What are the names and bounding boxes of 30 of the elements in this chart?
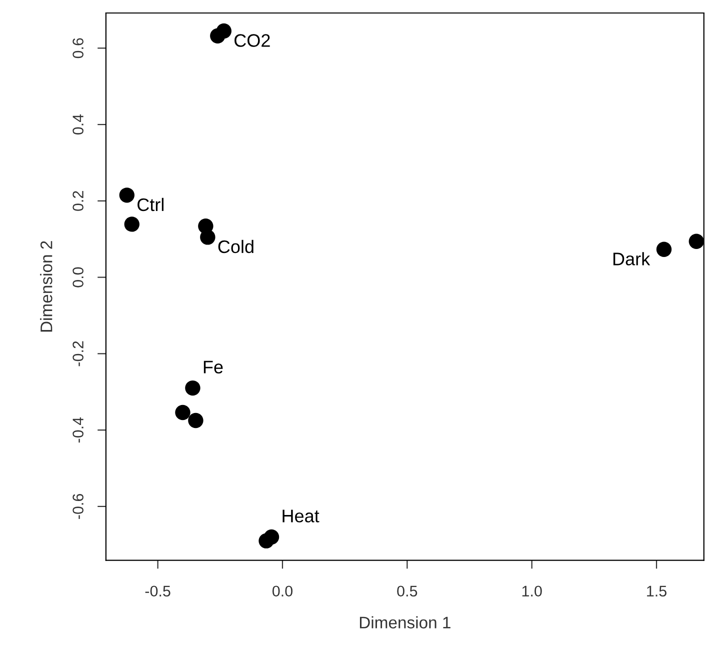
y-tick-label: -0.6 (72, 494, 84, 519)
x-axis-title: Dimension 1 (360, 616, 450, 628)
point (216, 23, 232, 39)
annotation: Fe (204, 360, 223, 374)
point (175, 404, 190, 420)
y-tick-label: -0.4 (72, 417, 84, 443)
x-tick-label: 0.0 (272, 586, 293, 597)
annotation: Heat (282, 510, 320, 522)
point (188, 412, 204, 428)
annotation: CO2 (234, 34, 270, 47)
point (185, 380, 200, 396)
point (688, 234, 704, 249)
point (119, 188, 134, 203)
y-tick-label: 0.0 (72, 267, 84, 288)
x-tick-label: 0.5 (397, 586, 418, 597)
y-axis-title: Dimension 2 (40, 241, 52, 332)
point (656, 242, 672, 258)
annotation: Ctrl (138, 198, 164, 212)
annotation: Cold (218, 240, 254, 254)
x-tick-label: 1.5 (647, 586, 666, 597)
point (124, 216, 140, 232)
x-tick-label: -0.5 (145, 586, 170, 597)
y-tick-label: 0.6 (72, 38, 84, 58)
y-tick-label: 0.2 (72, 191, 84, 211)
annotation: Dark (613, 252, 650, 266)
y-tick-label: 0.4 (72, 114, 84, 135)
point (200, 230, 216, 245)
x-tick-label: 1.0 (522, 586, 542, 597)
y-tick-label: -0.2 (72, 341, 84, 366)
point (258, 533, 274, 548)
